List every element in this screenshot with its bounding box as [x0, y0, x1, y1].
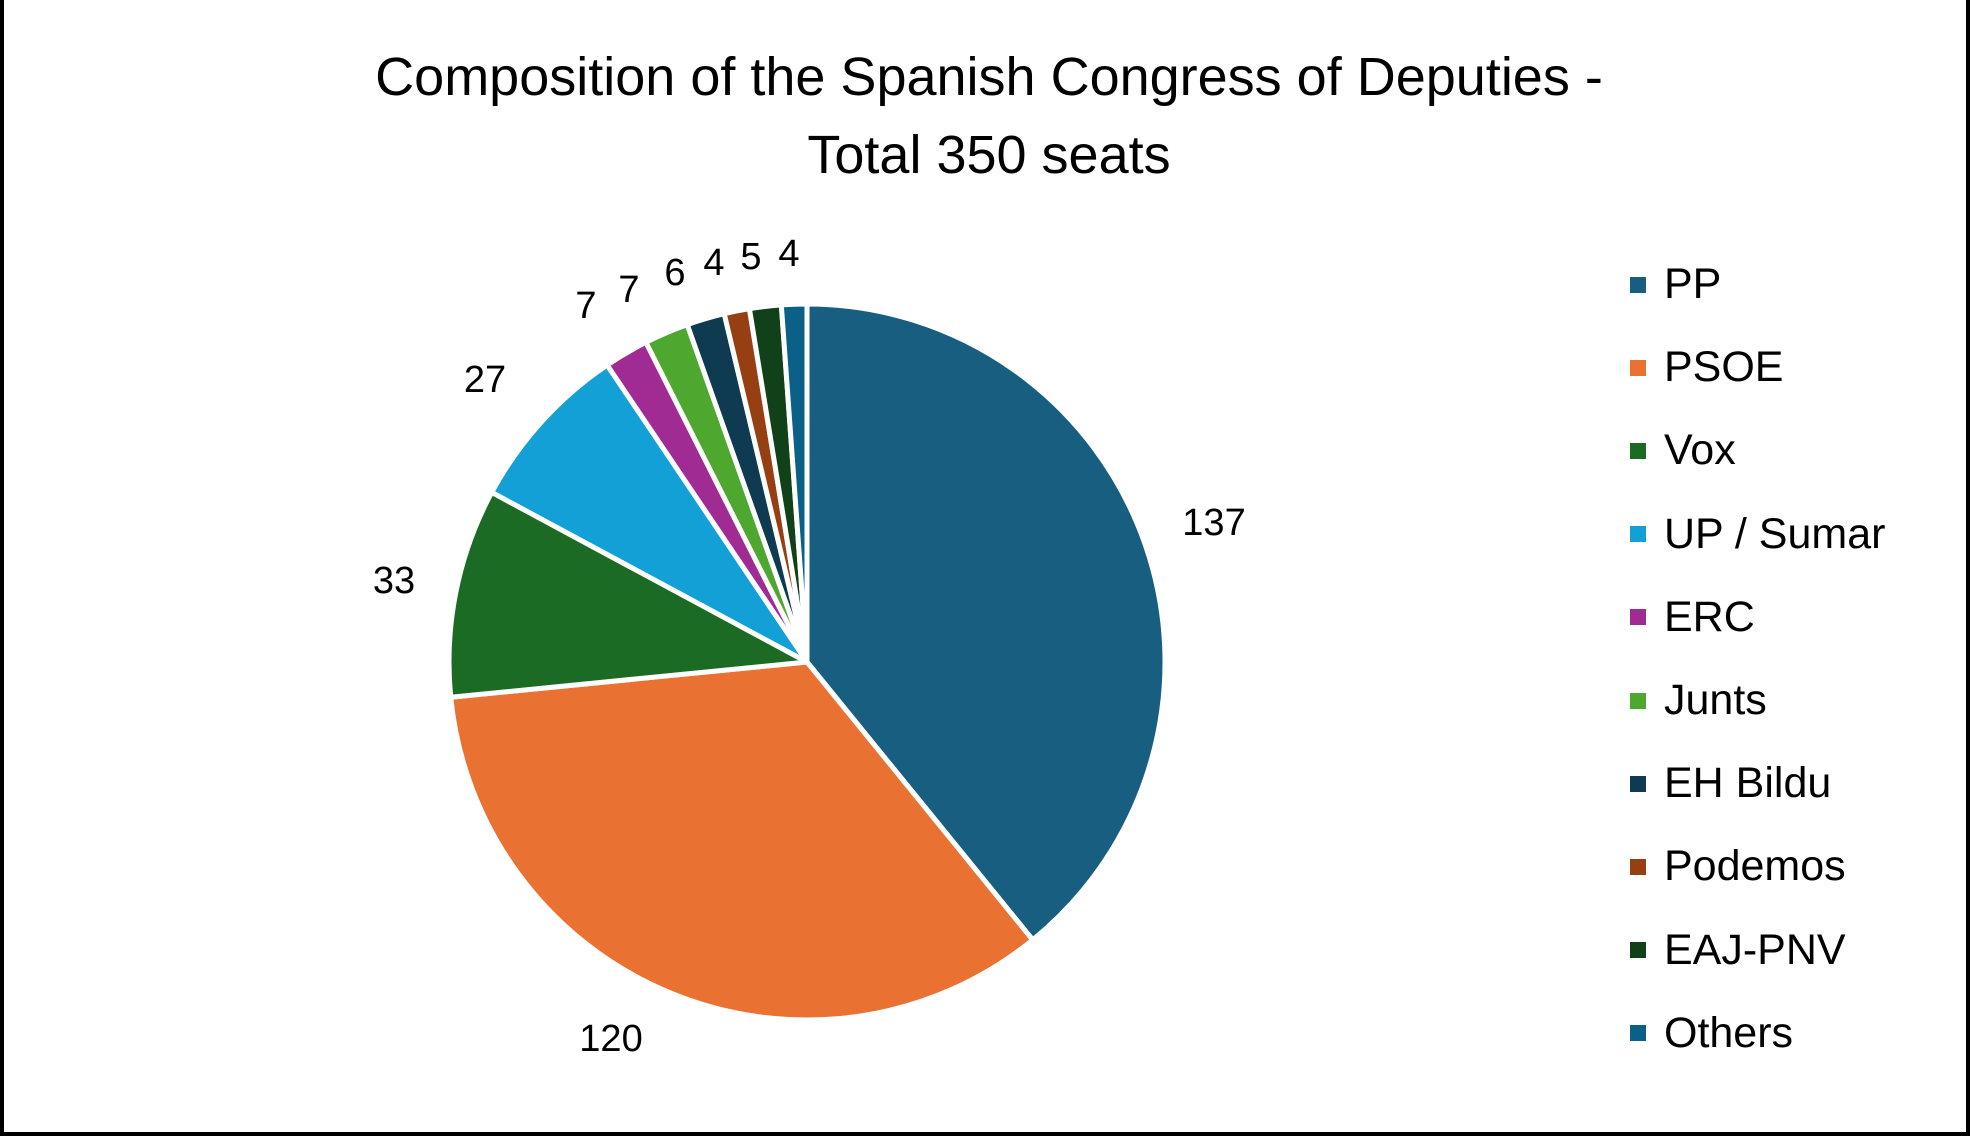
legend-label: PSOE — [1664, 343, 1784, 392]
legend-swatch-icon — [1630, 942, 1646, 959]
legend-swatch-icon — [1630, 359, 1646, 376]
legend-item: Podemos — [1630, 825, 1885, 908]
legend-label: PP — [1664, 260, 1722, 309]
data-label: 6 — [664, 252, 685, 294]
data-label: 27 — [464, 359, 506, 401]
legend-swatch-icon — [1630, 609, 1646, 626]
pie-slice-up-sumar — [489, 362, 810, 665]
data-label: 120 — [579, 1018, 642, 1060]
data-label: 33 — [373, 560, 415, 602]
legend-item: Others — [1630, 992, 1885, 1075]
pie-slice-psoe — [448, 659, 1036, 1023]
legend-label: Others — [1664, 1008, 1794, 1057]
legend-label: Vox — [1664, 426, 1736, 475]
pie-slice-vox — [446, 489, 810, 700]
legend-label: UP / Sumar — [1664, 509, 1886, 558]
legend-item: UP / Sumar — [1630, 493, 1885, 576]
legend-label: EAJ-PNV — [1664, 925, 1846, 974]
legend-item: PP — [1630, 243, 1885, 326]
legend-swatch-icon — [1630, 1025, 1646, 1042]
pie-slice-others — [778, 301, 810, 665]
legend: PP PSOE Vox UP / Sumar ERC Junts EH Bildu Podem… — [1630, 243, 1885, 1075]
legend-label: EH Bildu — [1664, 759, 1832, 808]
legend-swatch-icon — [1630, 526, 1646, 543]
legend-swatch-icon — [1630, 276, 1646, 293]
legend-swatch-icon — [1630, 692, 1646, 709]
legend-label: Junts — [1664, 676, 1767, 725]
data-label: 7 — [575, 285, 596, 327]
legend-item: Junts — [1630, 659, 1885, 742]
legend-item: Vox — [1630, 409, 1885, 492]
legend-label: Podemos — [1664, 842, 1846, 891]
chart-title-line-2: Total 350 seats — [807, 125, 1171, 185]
legend-item: PSOE — [1630, 326, 1885, 409]
pie-slice-pp — [804, 301, 1168, 943]
legend-item: ERC — [1630, 576, 1885, 659]
data-label: 5 — [740, 236, 761, 278]
legend-swatch-icon — [1630, 858, 1646, 875]
legend-item: EAJ-PNV — [1630, 909, 1885, 992]
legend-label: ERC — [1664, 592, 1755, 641]
legend-item: EH Bildu — [1630, 742, 1885, 825]
chart-title: Composition of the Spanish Congress of D… — [4, 38, 1970, 194]
data-label: 4 — [778, 233, 799, 275]
data-label: 4 — [703, 242, 724, 284]
chart-title-line-1: Composition of the Spanish Congress of D… — [375, 47, 1603, 107]
legend-swatch-icon — [1630, 775, 1646, 792]
data-label: 7 — [618, 269, 639, 311]
data-label: 137 — [1182, 502, 1245, 544]
legend-swatch-icon — [1630, 442, 1646, 459]
pie-slices — [446, 301, 1168, 1023]
